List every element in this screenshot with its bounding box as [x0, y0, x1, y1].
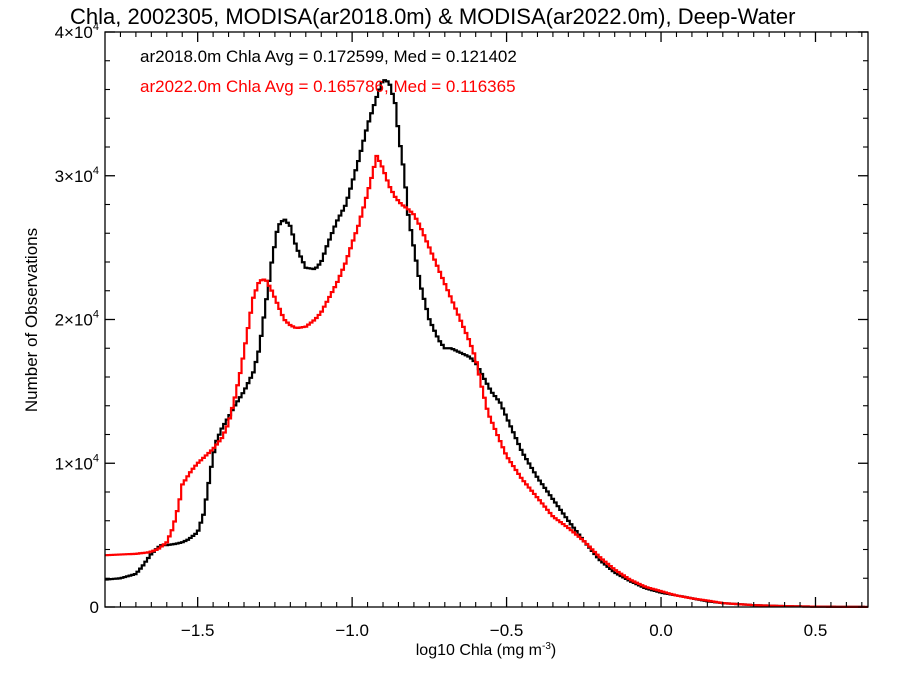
series-ar2022-line: [105, 154, 868, 609]
y-tick-label: 0: [90, 598, 99, 617]
y-tick-label-base: 3×10: [55, 167, 93, 186]
x-axis-label-exponent: -3: [542, 641, 551, 652]
y-tick-label: 2×104: [55, 309, 99, 330]
y-tick-label: 1×104: [55, 452, 99, 473]
y-tick-label: 4×104: [55, 21, 99, 42]
x-tick-label: −0.5: [490, 621, 524, 640]
y-axis-label: Number of Observations: [22, 228, 41, 412]
x-axis-label-main: log10 Chla (mg m: [416, 642, 542, 659]
x-tick-label: 0.0: [649, 621, 673, 640]
y-tick-label-exponent: 4: [93, 452, 99, 464]
y-tick-label-base: 4×10: [55, 23, 93, 42]
series-layer: [105, 79, 868, 609]
chart-title: Chla, 2002305, MODISA(ar2018.0m) & MODIS…: [70, 4, 795, 29]
y-tick-label-exponent: 4: [93, 309, 99, 321]
y-tick-label-exponent: 4: [93, 21, 99, 33]
annotation-ar2018: ar2018.0m Chla Avg = 0.172599, Med = 0.1…: [140, 47, 517, 66]
y-tick-label-base: 1×10: [55, 454, 93, 473]
annotation-ar2022: ar2022.0m Chla Avg = 0.165786, Med = 0.1…: [140, 77, 516, 96]
x-axis-label: log10 Chla (mg m-3): [416, 641, 557, 659]
y-tick-label-base: 2×10: [55, 311, 93, 330]
x-tick-label: −1.5: [181, 621, 215, 640]
y-tick-label: 3×104: [55, 165, 99, 186]
x-tick-label: −1.0: [335, 621, 369, 640]
y-tick-label-base: 0: [90, 598, 99, 617]
y-tick-label-exponent: 4: [93, 165, 99, 177]
x-axis-label-close: ): [551, 642, 556, 659]
x-tick-label: 0.5: [804, 621, 828, 640]
